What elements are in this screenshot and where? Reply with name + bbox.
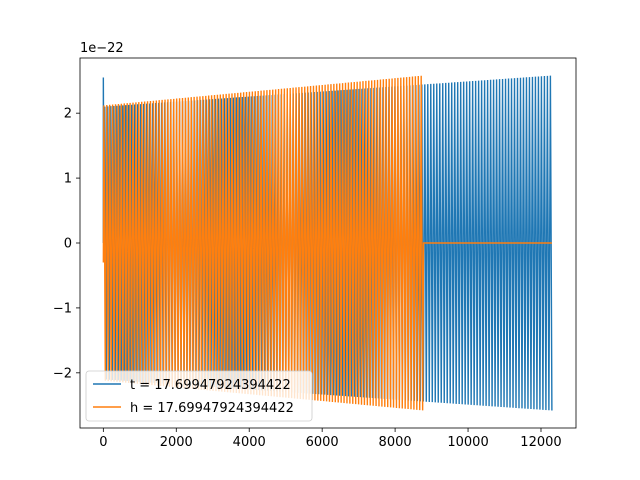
x-tick-label: 6000 — [306, 435, 339, 450]
x-tick-label: 0 — [99, 435, 107, 450]
legend-box — [85, 370, 313, 422]
x-tick-label: 10000 — [447, 435, 488, 450]
legend: t = 17.69947924394422 h = 17.69947924394… — [85, 370, 313, 422]
y-tick-label: 2 — [64, 107, 72, 122]
y-offset-text: 1e−22 — [80, 41, 124, 56]
y-tick-label: −2 — [53, 366, 72, 381]
x-tick-label: 4000 — [233, 435, 266, 450]
x-tick-label: 2000 — [160, 435, 193, 450]
legend-label-h: h = 17.69947924394422 — [130, 401, 294, 416]
x-tick-label: 12000 — [520, 435, 561, 450]
y-tick-label: 0 — [64, 237, 72, 252]
y-axis-ticks: −2 −1 0 1 2 — [53, 107, 80, 381]
series-layer — [102, 75, 553, 411]
x-axis-ticks: 0 2000 4000 6000 8000 10000 12000 — [99, 428, 562, 450]
y-tick-label: −1 — [53, 301, 72, 316]
x-tick-label: 8000 — [379, 435, 412, 450]
series-line-h — [102, 75, 552, 411]
legend-label-t: t = 17.69947924394422 — [130, 378, 291, 393]
y-tick-label: 1 — [64, 172, 72, 187]
